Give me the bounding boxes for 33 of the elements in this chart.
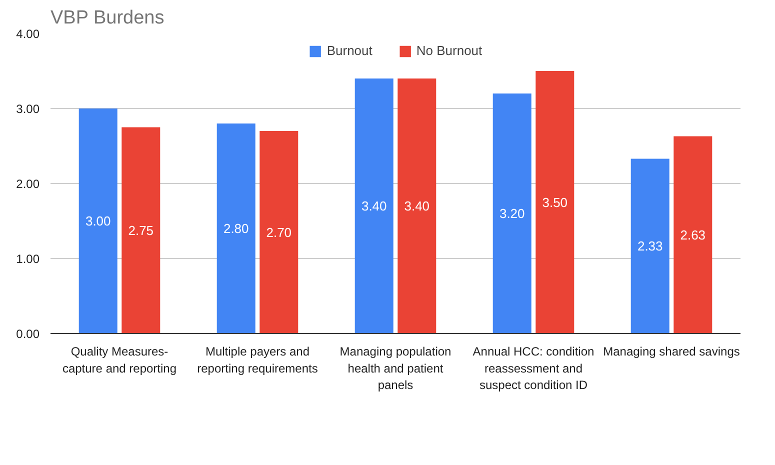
bar — [630, 158, 670, 334]
y-tick-label: 2.00 — [16, 177, 40, 191]
bar — [674, 136, 712, 334]
x-tick-label: Annual HCC: condition reassessment and suspect condition ID — [472, 344, 594, 392]
data-label: 3.50 — [542, 194, 568, 210]
data-label: 3.00 — [85, 214, 111, 228]
data-label: 3.40 — [404, 198, 430, 214]
y-tick-label: 4.00 — [16, 27, 40, 41]
data-label: 2.80 — [223, 221, 249, 236]
legend-label: Burnout — [326, 43, 372, 58]
x-tick-label: Managing shared savings — [603, 344, 740, 358]
bar — [536, 71, 574, 334]
y-tick-label: 3.00 — [16, 102, 40, 116]
y-tick-label: 1.00 — [16, 252, 40, 266]
x-tick-label: Quality Measures-capture and reporting — [62, 344, 177, 376]
legend-label: No Burnout — [416, 43, 482, 58]
data-label: 2.70 — [266, 224, 292, 240]
bar — [398, 78, 436, 334]
data-label: 3.40 — [361, 198, 387, 214]
bar — [354, 78, 394, 334]
bar — [260, 131, 298, 334]
bar — [216, 124, 256, 334]
data-label: 2.75 — [128, 222, 154, 238]
y-tick-label: 0.00 — [16, 327, 40, 341]
bar — [492, 94, 532, 334]
data-label: 2.63 — [680, 227, 706, 242]
bar — [122, 127, 160, 334]
bar — [78, 108, 118, 334]
chart-title: VBP Burdens — [50, 8, 164, 28]
data-label: 2.33 — [637, 238, 663, 254]
x-tick-label: Multiple payers and reporting requirements — [197, 344, 318, 376]
data-label: 3.20 — [499, 206, 525, 221]
x-tick-label: Managing population health and patient panels — [340, 344, 452, 392]
